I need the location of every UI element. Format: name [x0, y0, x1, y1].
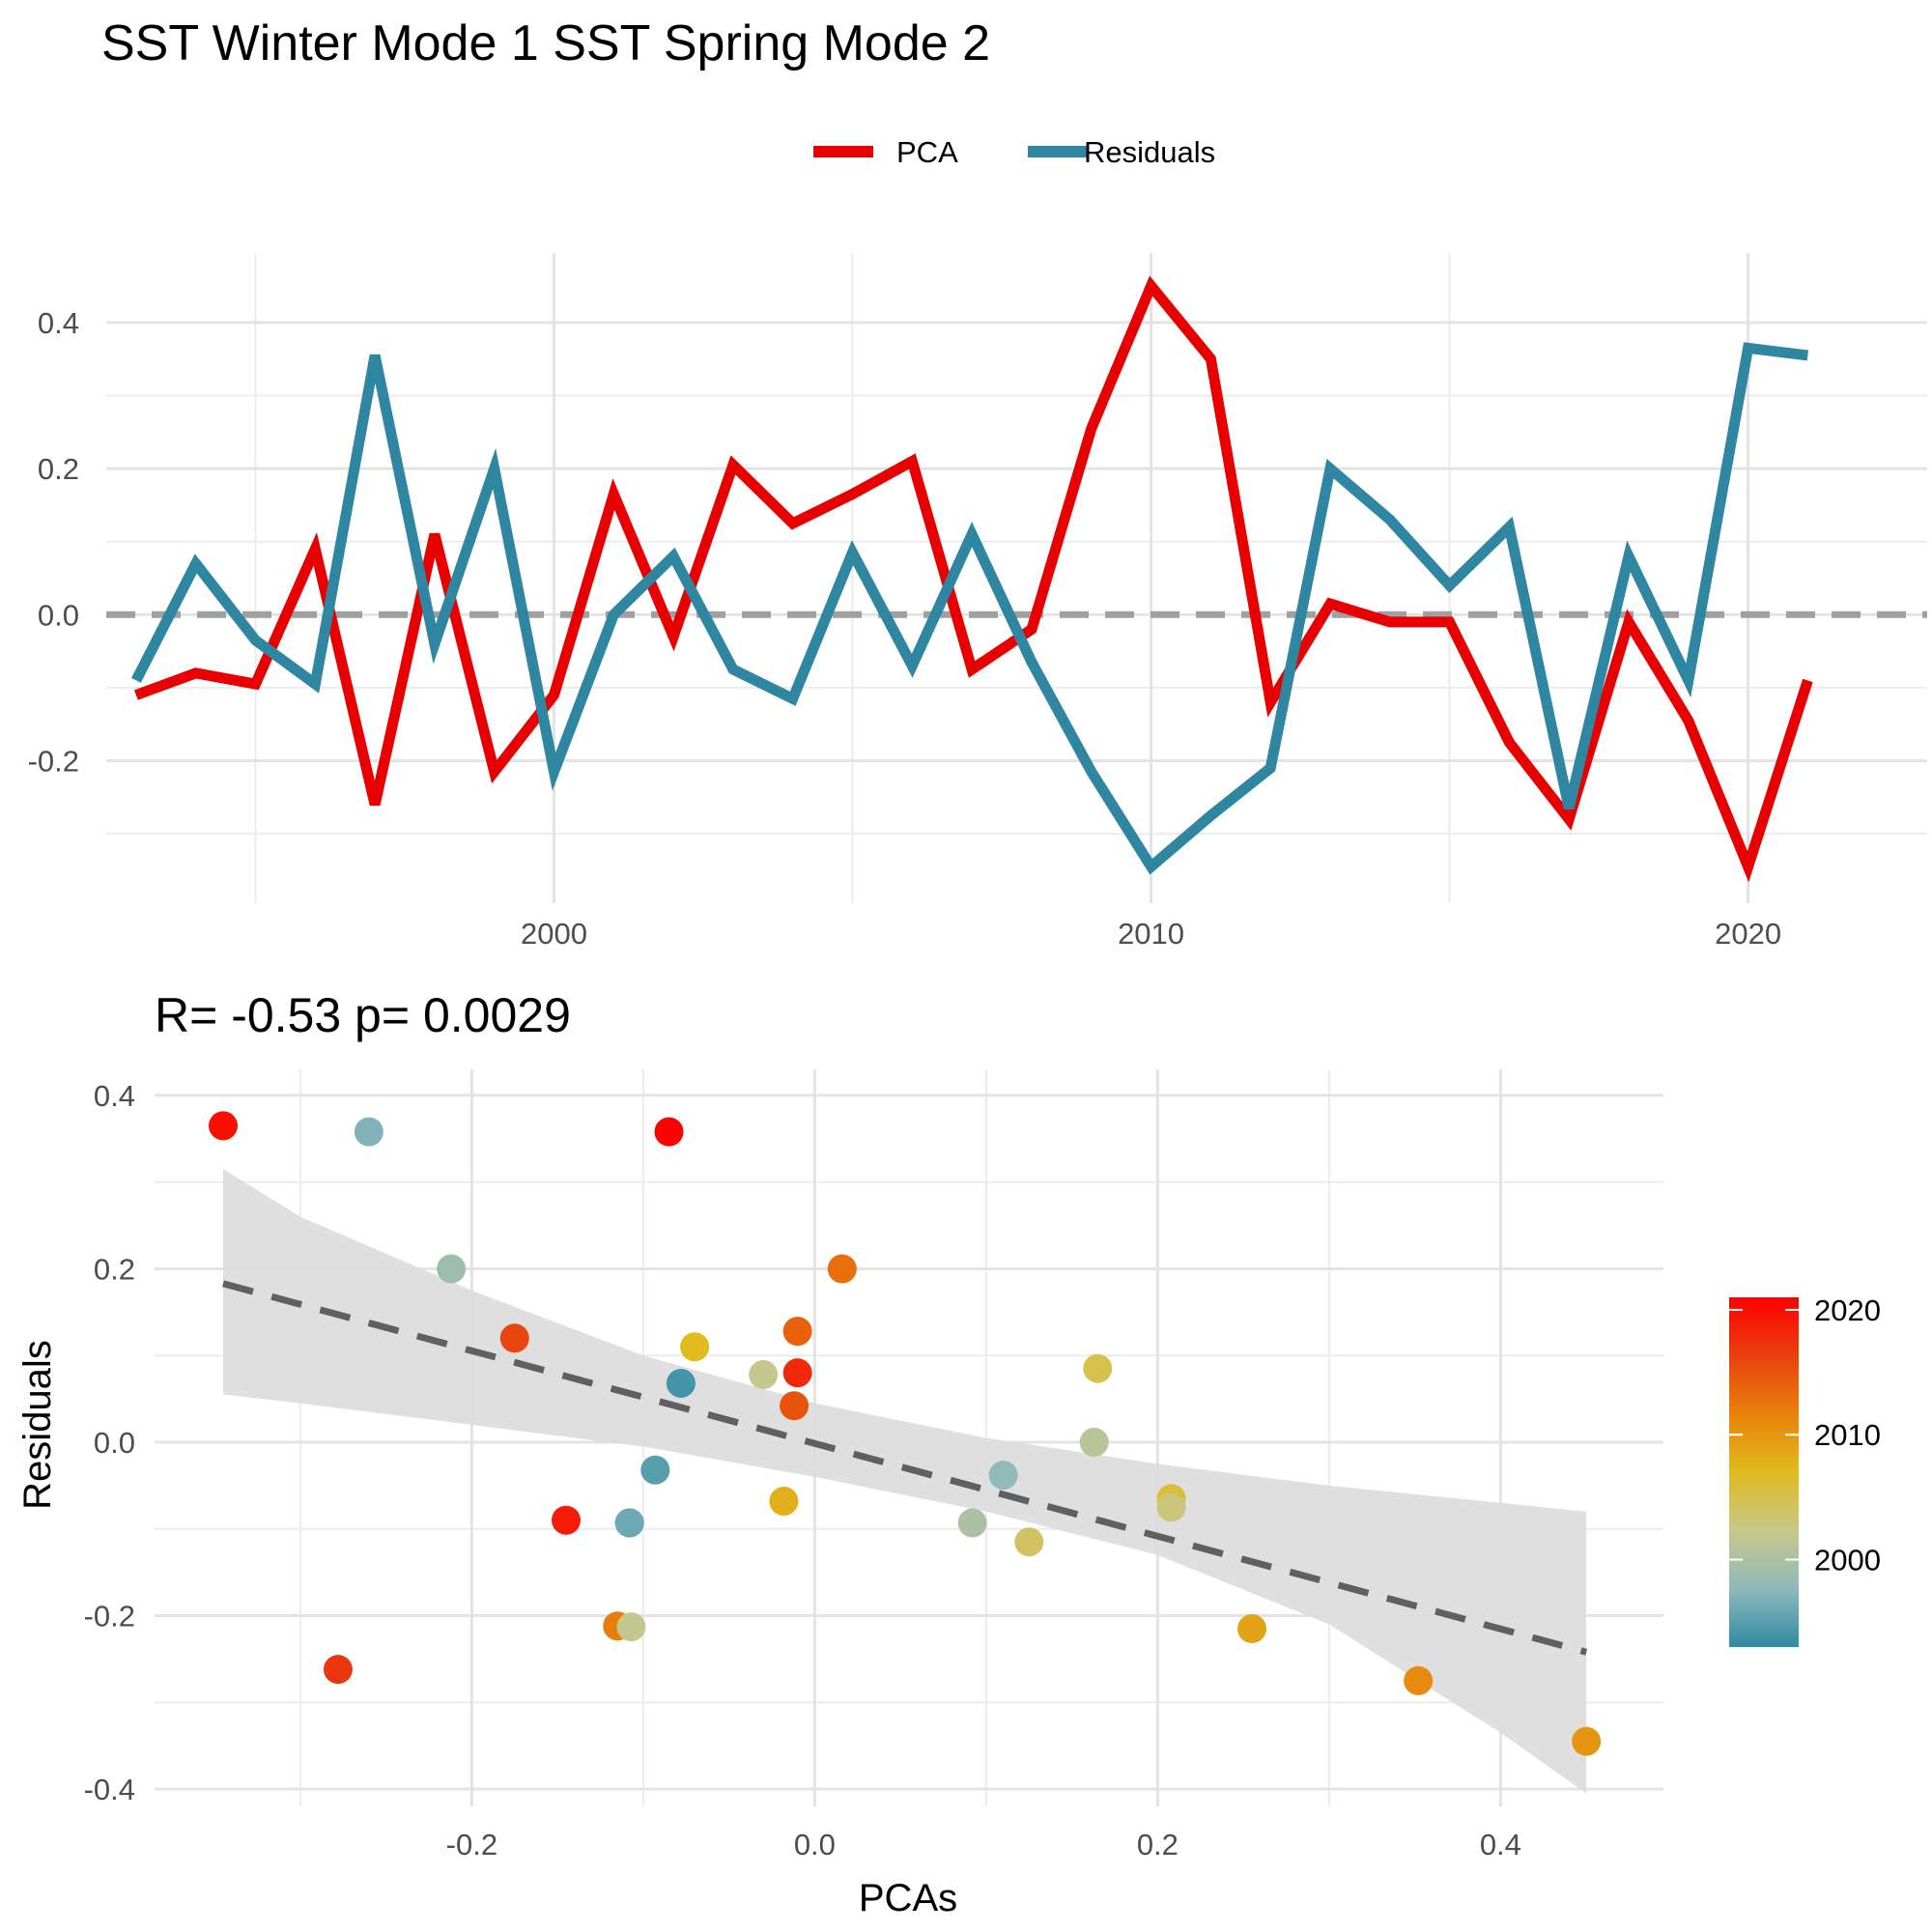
- scatter-point: [640, 1455, 670, 1485]
- y-tick-label: -0.2: [84, 1600, 135, 1634]
- x-tick-label: 2020: [1715, 917, 1781, 951]
- colorbar-tick-label: 2000: [1814, 1544, 1881, 1577]
- scatter-point: [827, 1254, 857, 1284]
- x-tick-label: 2010: [1118, 917, 1184, 951]
- time-series-panel: 2000 2010 2020 -0.2 0.0 0.2 0.4: [28, 253, 1927, 951]
- colorbar-gradient: [1729, 1297, 1799, 1647]
- scatter-point: [437, 1254, 467, 1284]
- scatter-point: [1237, 1613, 1266, 1643]
- y-tick-label: 0.4: [94, 1079, 135, 1113]
- scatter-point: [1404, 1665, 1434, 1695]
- scatter-point: [1572, 1726, 1602, 1756]
- scatter-point: [782, 1358, 812, 1388]
- scatter-point: [957, 1508, 987, 1538]
- scatter-points: [209, 1111, 1602, 1756]
- y-axis-title: Residuals: [16, 1340, 59, 1510]
- colorbar-tick-label: 2010: [1814, 1418, 1881, 1452]
- x-axis-title: PCAs: [859, 1877, 957, 1919]
- correlation-subtitle: R= -0.53 p= 0.0029: [155, 988, 571, 1042]
- figure-title: SST Winter Mode 1 SST Spring Mode 2: [101, 15, 990, 71]
- scatter-point: [749, 1359, 779, 1389]
- scatter-point: [680, 1332, 710, 1362]
- x-tick-label: -0.2: [446, 1828, 497, 1861]
- y-tick-label: 0.2: [94, 1252, 135, 1286]
- scatter-point: [988, 1461, 1018, 1491]
- scatter-point: [1083, 1353, 1113, 1383]
- x-tick-label: 0.2: [1137, 1828, 1179, 1861]
- x-tick-label: 0.0: [794, 1828, 836, 1861]
- legend: PCA Residuals: [813, 135, 1215, 169]
- y-tick-label: 0.0: [94, 1426, 135, 1460]
- scatter-axis-ticks: -0.2 0.0 0.2 0.4 -0.4 -0.2 0.0 0.2 0.4: [84, 1079, 1521, 1861]
- scatter-point: [552, 1505, 581, 1535]
- y-tick-label: 0.2: [38, 452, 79, 486]
- x-tick-label: 0.4: [1480, 1828, 1521, 1861]
- series-line-residuals: [131, 342, 1809, 875]
- scatter-point: [1014, 1527, 1044, 1557]
- y-tick-label: -0.4: [84, 1773, 135, 1806]
- series-line-pca: [134, 275, 1813, 883]
- x-tick-label: 2000: [521, 917, 587, 951]
- confidence-ribbon: [223, 1169, 1587, 1794]
- colorbar-ticks: 2000 2010 2020: [1729, 1293, 1881, 1577]
- scatter-point: [614, 1508, 644, 1538]
- scatter-point: [1079, 1427, 1109, 1457]
- legend-label-residuals: Residuals: [1084, 135, 1215, 169]
- scatter-point: [1156, 1492, 1186, 1522]
- scatter-point: [499, 1323, 529, 1353]
- legend-label-pca: PCA: [896, 135, 958, 169]
- scatter-point: [780, 1391, 810, 1421]
- scatter-point: [782, 1317, 812, 1347]
- y-tick-label: 0.4: [38, 306, 79, 340]
- y-tick-label: 0.0: [38, 598, 79, 632]
- scatter-point: [616, 1612, 646, 1642]
- scatter-point: [323, 1655, 353, 1685]
- regression-line: [222, 1280, 1588, 1656]
- scatter-point: [354, 1117, 384, 1147]
- scatter-panel: -0.2 0.0 0.2 0.4 -0.4 -0.2 0.0 0.2 0.4: [84, 1069, 1663, 1861]
- y-tick-label: -0.2: [28, 745, 79, 779]
- top-axis-ticks: 2000 2010 2020 -0.2 0.0 0.2 0.4: [28, 306, 1781, 951]
- time-series-lines: [131, 275, 1813, 883]
- scatter-point: [666, 1368, 696, 1398]
- colorbar-tick-label: 2020: [1814, 1293, 1881, 1327]
- scatter-point: [654, 1117, 684, 1147]
- scatter-point: [769, 1487, 799, 1517]
- year-colorbar: 2000 2010 2020: [1729, 1293, 1881, 1647]
- scatter-point: [209, 1111, 238, 1141]
